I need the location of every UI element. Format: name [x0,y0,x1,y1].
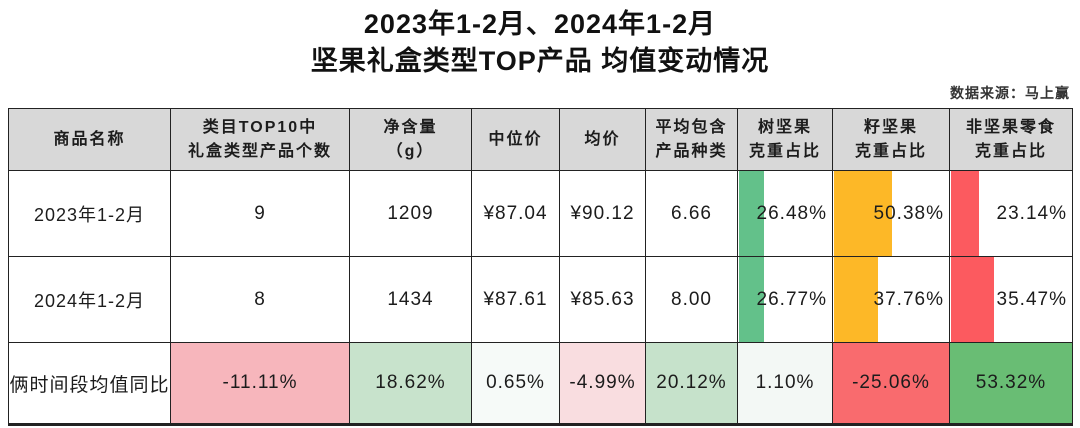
cell-value: 35.47% [996,288,1067,310]
page-subtitle: 坚果礼盒类型TOP产品 均值变动情况 [310,46,770,76]
value-cell: ¥87.61 [471,256,560,343]
yoy-cell: -25.06% [832,342,950,426]
comparison-table: 商品名称 类目TOP10中 礼盒类型产品个数 净含量 （g） 中位价 均价 平均… [8,108,1073,426]
title-block: 2023年1-2月、2024年1-2月 坚果礼盒类型TOP产品 均值变动情况 [0,0,1080,80]
header-non-nut-ratio: 非坚果零食 克重占比 [949,108,1073,171]
value-cell: ¥90.12 [559,170,646,257]
bar-cell-tree-nut: 26.77% [737,256,833,343]
cell-value: 23.14% [996,202,1067,224]
value-cell: 8 [170,256,350,343]
table-row-2024: 2024年1-2月 8 1434 ¥87.61 ¥85.63 8.00 26.7… [8,256,1073,343]
yoy-cell: 53.32% [949,342,1073,426]
page-title: 2023年1-2月、2024年1-2月 [363,9,717,39]
cell-value: 50.38% [873,202,944,224]
row-label: 俩时间段均值同比 [8,342,171,426]
bar-cell-tree-nut: 26.48% [737,170,833,257]
yoy-cell: 1.10% [737,342,833,426]
bar-cell-non-nut: 35.47% [949,256,1073,343]
header-tree-nut-ratio: 树坚果 克重占比 [737,108,833,171]
value-cell: ¥87.04 [471,170,560,257]
value-cell: 1434 [349,256,472,343]
header-row: 商品名称 类目TOP10中 礼盒类型产品个数 净含量 （g） 中位价 均价 平均… [8,108,1073,171]
yoy-cell: 0.65% [471,342,560,426]
cell-value: 37.76% [873,288,944,310]
row-label: 2024年1-2月 [8,256,171,343]
header-avg-price: 均价 [559,108,646,171]
non-nut-databar [951,171,980,256]
yoy-cell: 18.62% [349,342,472,426]
non-nut-databar [951,257,995,342]
value-cell: ¥85.63 [559,256,646,343]
table-row-yoy: 俩时间段均值同比 -11.11% 18.62% 0.65% -4.99% 20.… [8,342,1073,426]
yoy-cell: -11.11% [170,342,350,426]
bar-cell-seed-nut: 37.76% [832,256,950,343]
data-source: 数据来源：马上赢 [950,85,1070,101]
header-seed-nut-ratio: 籽坚果 克重占比 [832,108,950,171]
row-label: 2023年1-2月 [8,170,171,257]
value-cell: 6.66 [645,170,738,257]
value-cell: 9 [170,170,350,257]
header-avg-product-kinds: 平均包含 产品种类 [645,108,738,171]
header-product-name: 商品名称 [8,108,171,171]
value-cell: 8.00 [645,256,738,343]
table-row-2023: 2023年1-2月 9 1209 ¥87.04 ¥90.12 6.66 26.4… [8,170,1073,257]
tree-nut-databar [739,171,764,256]
cell-value: 26.48% [756,202,827,224]
tree-nut-databar [739,257,765,342]
seed-nut-databar [834,257,878,342]
cell-value: 26.77% [756,288,827,310]
header-median-price: 中位价 [471,108,560,171]
value-cell: 1209 [349,170,472,257]
header-top10-count: 类目TOP10中 礼盒类型产品个数 [170,108,350,171]
yoy-cell: 20.12% [645,342,738,426]
bar-cell-non-nut: 23.14% [949,170,1073,257]
header-net-weight: 净含量 （g） [349,108,472,171]
bar-cell-seed-nut: 50.38% [832,170,950,257]
yoy-cell: -4.99% [559,342,646,426]
seed-nut-databar [834,171,893,256]
